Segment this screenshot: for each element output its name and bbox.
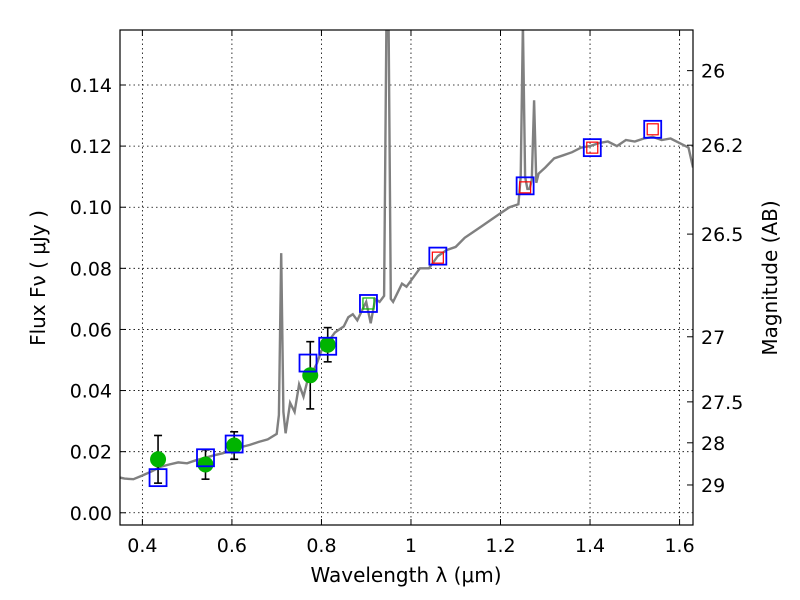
x-tick-label: 0.8: [306, 535, 336, 557]
x-axis-label: Wavelength λ (μm): [310, 563, 501, 587]
predicted-flux-square: [519, 181, 532, 194]
photometry-point: [150, 451, 167, 468]
y2-tick-label: 26: [701, 61, 725, 83]
x-tick-label: 1.6: [664, 535, 694, 557]
photometry-point: [226, 437, 243, 454]
y2-tick-label: 28: [701, 433, 725, 455]
predicted-flux-square: [431, 251, 444, 264]
y-axis-label: Flux Fν ( μJy ): [26, 210, 50, 346]
y2-tick-label: 29: [701, 475, 725, 497]
model-flux-square: [428, 246, 448, 266]
y2-tick-label: 26.5: [701, 224, 743, 246]
model-flux-square: [298, 353, 318, 373]
x-tick-label: 1.4: [575, 535, 605, 557]
y-tick-label: 0.14: [70, 75, 112, 97]
predicted-flux-square: [646, 123, 659, 136]
predicted-flux-square: [362, 297, 375, 310]
grid-lines: [120, 30, 693, 525]
model-flux-square: [196, 448, 215, 468]
model-flux-square: [318, 336, 338, 356]
model-flux-square: [515, 176, 535, 196]
y-tick-label: 0.10: [70, 197, 112, 219]
x-tick-label: 1: [405, 535, 417, 557]
y2-tick-label: 27: [701, 327, 725, 349]
predicted-flux-square: [586, 141, 599, 154]
photometry-point: [319, 336, 336, 353]
y2-tick-label: 27.5: [701, 392, 743, 414]
plot-series: [120, 30, 693, 488]
plot-frame: [119, 29, 694, 526]
y-tick-label: 0.08: [70, 258, 112, 280]
model-flux-square: [643, 119, 663, 139]
y-tick-label: 0.04: [70, 381, 112, 403]
x-tick-label: 0.6: [217, 535, 247, 557]
y2-axis-label: Magnitude (AB): [758, 200, 782, 355]
y-tick-label: 0.02: [70, 442, 112, 464]
y-tick-label: 0.12: [70, 136, 112, 158]
y-tick-label: 0.06: [70, 319, 112, 341]
model-flux-square: [582, 138, 602, 158]
x-tick-label: 0.4: [127, 535, 157, 557]
spectrum-line: [120, 30, 693, 481]
y-tick-label: 0.00: [70, 503, 112, 525]
model-flux-square: [359, 294, 378, 313]
y2-tick-label: 26.2: [701, 135, 743, 157]
model-flux-square: [148, 468, 168, 488]
photometry-point: [197, 456, 214, 473]
axis-ticks: 0.4 0.6 0.8 1 1.2 1.4 1.6 0.00 0.02 0.04 0.06 0.08 0…: [70, 30, 743, 557]
model-flux-square: [224, 434, 244, 454]
x-tick-label: 1.2: [485, 535, 515, 557]
